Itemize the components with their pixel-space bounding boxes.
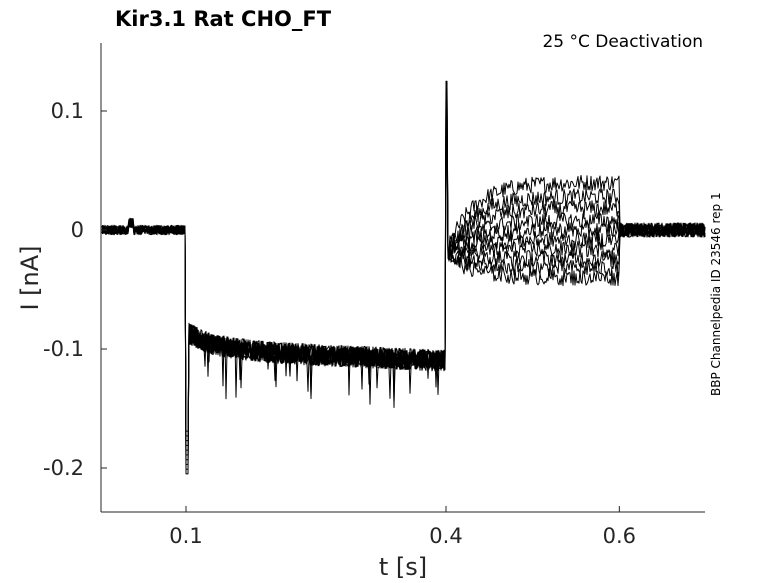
x-tick-label: 0.4 bbox=[429, 524, 462, 548]
y-tick-label: -0.1 bbox=[43, 337, 84, 361]
side-label: BBP Channelpedia ID 23546 rep 1 bbox=[709, 192, 723, 396]
traces bbox=[101, 80, 706, 475]
y-tick-label: -0.2 bbox=[43, 456, 84, 480]
current-trace bbox=[101, 137, 706, 437]
y-tick-label: 0 bbox=[71, 218, 84, 242]
y-tick-label: 0.1 bbox=[51, 99, 84, 123]
x-axis-label: t [s] bbox=[379, 553, 427, 581]
condition-annotation: 25 °C Deactivation bbox=[542, 32, 703, 52]
current-trace bbox=[101, 145, 706, 432]
current-trace bbox=[101, 130, 706, 442]
x-ticks: 0.1 0.4 0.6 bbox=[169, 506, 636, 548]
x-tick-label: 0.1 bbox=[169, 524, 202, 548]
y-axis-label: I [nA] bbox=[16, 245, 44, 310]
x-tick-label: 0.6 bbox=[603, 524, 636, 548]
chart-title: Kir3.1 Rat CHO_FT bbox=[115, 7, 332, 31]
y-ticks: 0.1 0 -0.1 -0.2 bbox=[43, 99, 107, 480]
